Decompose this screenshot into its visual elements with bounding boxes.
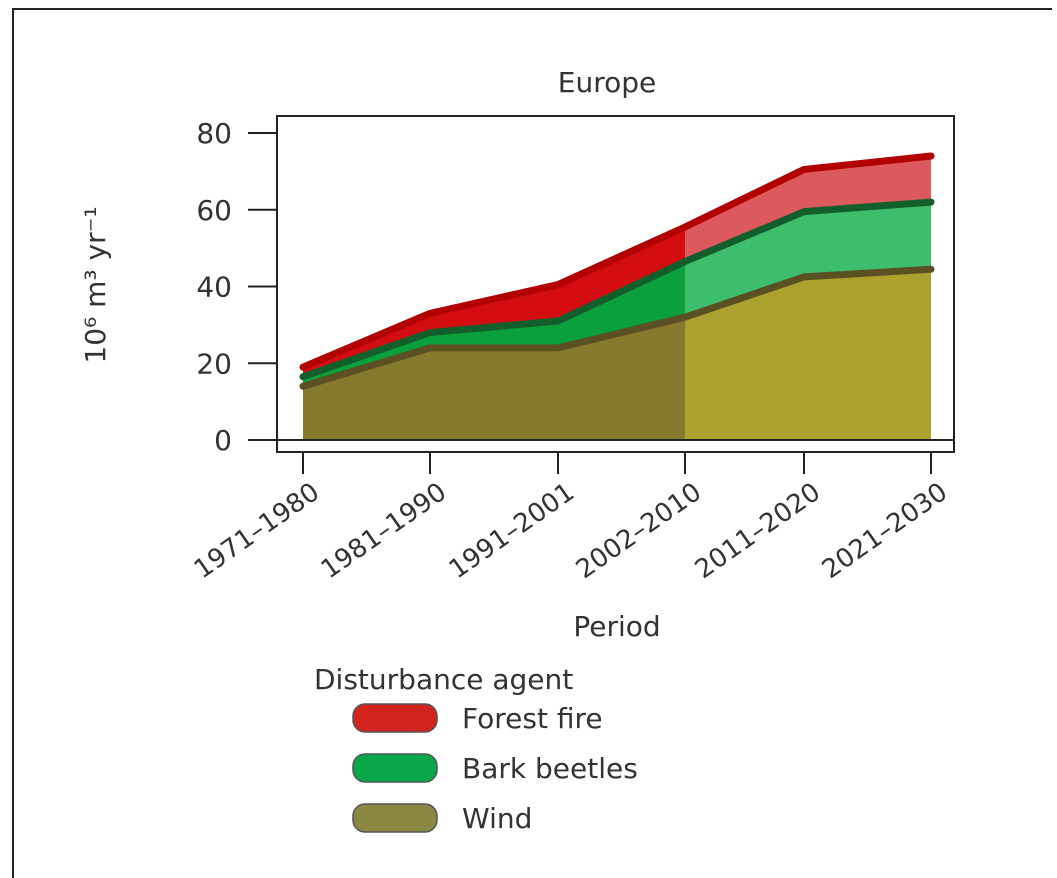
legend-label: Bark beetles bbox=[462, 752, 638, 785]
area-layers bbox=[303, 156, 931, 440]
y-tick-label: 80 bbox=[196, 117, 232, 150]
y-axis: 0 20 40 60 80 bbox=[196, 117, 277, 457]
y-tick-label: 60 bbox=[196, 194, 232, 227]
legend: Forest fire Bark beetles Wind bbox=[352, 702, 638, 835]
wind-area-projected bbox=[685, 269, 931, 440]
y-tick-label: 40 bbox=[196, 271, 232, 304]
bark-beetles-line bbox=[299, 198, 935, 381]
legend-swatch bbox=[352, 703, 438, 733]
legend-swatch bbox=[352, 753, 438, 783]
wind-area-observed bbox=[303, 317, 685, 440]
legend-label: Forest fire bbox=[462, 702, 603, 735]
y-tick-label: 20 bbox=[196, 347, 232, 380]
bark-beetles-area-projected bbox=[685, 202, 931, 318]
x-axis: 1971–19801981–19901991–20012002–20102011… bbox=[189, 452, 953, 585]
y-axis-title: 10⁶ m³ yr⁻¹ bbox=[79, 206, 112, 363]
x-axis-title: Period bbox=[573, 610, 660, 643]
chart-title: Europe bbox=[558, 66, 656, 99]
forest-fire-line bbox=[299, 152, 935, 371]
legend-item-bark-beetles: Bark beetles bbox=[352, 752, 638, 785]
x-tick-label: 1971–1980 bbox=[189, 477, 325, 585]
legend-title: Disturbance agent bbox=[314, 663, 573, 696]
legend-swatch bbox=[352, 803, 438, 833]
wind-line bbox=[299, 265, 935, 390]
y-tick-label: 0 bbox=[214, 424, 232, 457]
plot-frame bbox=[276, 115, 955, 453]
figure-frame bbox=[12, 8, 1052, 878]
legend-item-forest-fire: Forest fire bbox=[352, 702, 603, 735]
x-tick-label: 1981–1990 bbox=[316, 477, 452, 585]
series-lines bbox=[277, 152, 954, 441]
x-tick-label: 2011–2020 bbox=[690, 477, 826, 585]
x-tick-label: 2021–2030 bbox=[817, 477, 953, 585]
legend-label: Wind bbox=[462, 802, 532, 835]
legend-item-wind: Wind bbox=[352, 802, 532, 835]
x-tick-label: 2002–2010 bbox=[571, 477, 707, 585]
x-tick-label: 1991–2001 bbox=[444, 477, 580, 585]
